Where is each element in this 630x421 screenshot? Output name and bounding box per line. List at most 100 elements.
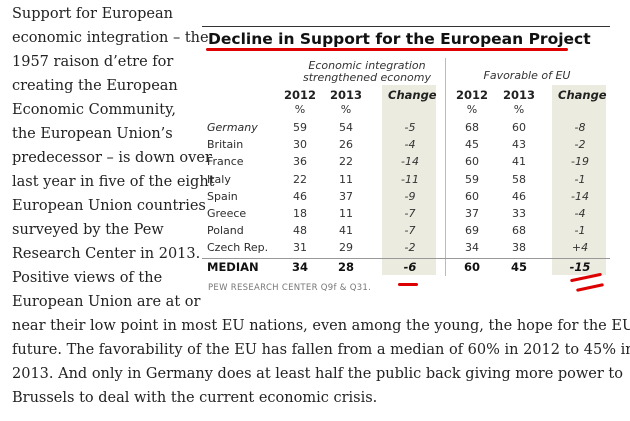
table-cell: 58: [512, 172, 526, 186]
median-cell: -6: [403, 259, 417, 274]
column-header: 2013: [329, 88, 362, 102]
article-line: Support for European: [12, 6, 174, 22]
source-note: PEW RESEARCH CENTER Q9f & Q31.: [208, 283, 372, 293]
table-cell: 60: [465, 155, 479, 169]
table-cell: -2: [574, 138, 586, 152]
table-cell: -4: [404, 138, 416, 152]
country-label: Poland: [207, 224, 244, 238]
country-label: France: [207, 155, 244, 169]
table-cell: 34: [465, 241, 479, 255]
percent-label: %: [340, 103, 352, 116]
table-cell: 30: [293, 138, 307, 152]
table-cell: 37: [465, 207, 479, 220]
table-cell: -9: [404, 189, 416, 203]
title-rule: [202, 26, 610, 27]
median-cell: -15: [569, 259, 591, 274]
table-cell: 31: [293, 241, 307, 255]
article-line: 1957 raison d’etre for: [12, 54, 174, 70]
article-line: predecessor – is down over: [12, 150, 212, 166]
table-cell: 11: [339, 207, 353, 220]
percent-label: %: [466, 103, 478, 116]
change-column-shade-1: [382, 85, 436, 275]
table-cell: -2: [404, 241, 416, 255]
percent-label: %: [513, 103, 525, 116]
table-cell: -7: [404, 224, 416, 238]
table-cell: -8: [574, 121, 586, 134]
country-label: Italy: [207, 172, 231, 186]
red-underline-median-change-1: [398, 283, 418, 286]
change-column-shade-2: [552, 85, 606, 275]
median-cell: 28: [337, 259, 354, 274]
table-cell: 22: [293, 172, 307, 186]
pew-table-figure: Decline in Support for the European Proj…: [202, 0, 610, 300]
article-line: European Union are at or: [12, 294, 201, 310]
table-cell: 68: [512, 224, 526, 238]
table-cell: 59: [293, 121, 307, 134]
article-line: European Union countries: [12, 198, 206, 214]
country-label: Greece: [207, 207, 247, 220]
group-heading-favorable-eu: Favorable of EU: [483, 69, 571, 82]
table-cell: 11: [339, 172, 353, 186]
percent-label: %: [294, 103, 306, 116]
median-cell: 34: [291, 259, 308, 274]
median-separator: [202, 257, 610, 259]
table-cell: 29: [339, 241, 353, 255]
table-cell: 41: [512, 155, 526, 169]
median-label: MEDIAN: [207, 259, 259, 274]
article-line: near their low point in most EU nations,…: [12, 318, 630, 334]
table-cell: 45: [465, 138, 479, 152]
table-cell: 26: [339, 138, 353, 152]
article-line: creating the European: [12, 78, 178, 94]
table-cell: -14: [401, 155, 419, 169]
article-line: last year in five of the eight: [12, 174, 215, 190]
table-cell: 33: [512, 207, 526, 220]
table-cell: -1: [574, 172, 586, 186]
country-label: Germany: [207, 121, 258, 134]
country-label: Czech Rep.: [207, 241, 269, 255]
table-cell: -4: [574, 207, 586, 220]
table-cell: -19: [571, 155, 589, 169]
article-line: the European Union’s: [12, 126, 173, 142]
table-cell: 41: [339, 224, 353, 238]
article-line: future. The favorability of the EU has f…: [12, 342, 630, 358]
column-header: 2012: [283, 88, 316, 102]
article-line: Positive views of the: [12, 270, 163, 286]
median-cell: 45: [510, 259, 527, 274]
column-header: Change: [388, 88, 437, 102]
article-line: 2013. And only in Germany does at least …: [12, 366, 623, 382]
table-cell: -14: [571, 189, 589, 203]
article-line: Brussels to deal with the current econom…: [12, 390, 378, 406]
article-line: Economic Community,: [12, 102, 176, 118]
median-cell: 60: [463, 259, 480, 274]
table-cell: 36: [293, 155, 307, 169]
table-cell: -7: [404, 207, 416, 220]
red-underline-median-change-2b: [575, 283, 605, 292]
country-label: Britain: [207, 138, 244, 152]
group-separator: [445, 58, 446, 276]
table-cell: 60: [512, 121, 526, 134]
table-cell: 54: [339, 121, 353, 134]
article-line: surveyed by the Pew: [12, 222, 164, 238]
article-line: Research Center in 2013.: [12, 246, 201, 262]
table-cell: 18: [293, 207, 307, 220]
table-cell: 68: [465, 121, 479, 134]
table-cell: -11: [401, 172, 419, 186]
table-cell: 46: [512, 189, 526, 203]
table-cell: 46: [293, 189, 307, 203]
table-cell: 60: [465, 189, 479, 203]
table-cell: 48: [293, 224, 307, 238]
column-header: Change: [558, 88, 607, 102]
table-cell: -5: [404, 121, 416, 134]
red-underline-annotation: [206, 48, 568, 51]
article-line: economic integration – the: [12, 30, 209, 46]
table-cell: +4: [571, 241, 589, 255]
table-cell: 43: [512, 138, 526, 152]
table-cell: 38: [512, 241, 526, 255]
country-label: Spain: [207, 189, 238, 203]
column-header: 2012: [455, 88, 488, 102]
table-cell: 59: [465, 172, 479, 186]
table-cell: -1: [574, 224, 586, 238]
group-heading-economic-integration: Economic integration strengthened econom…: [302, 59, 432, 84]
table-cell: 69: [465, 224, 479, 238]
column-header: 2013: [502, 88, 535, 102]
